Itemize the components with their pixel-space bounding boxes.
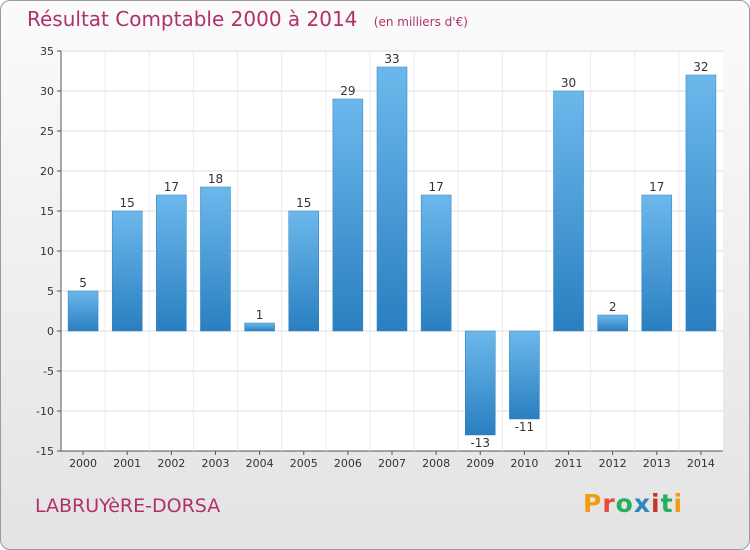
data-label: 30 xyxy=(561,76,576,90)
x-tick-label: 2001 xyxy=(113,457,141,470)
y-tick-label: 10 xyxy=(40,245,54,258)
x-tick-label: 2014 xyxy=(687,457,715,470)
x-tick-label: 2004 xyxy=(246,457,274,470)
data-label: 17 xyxy=(164,180,179,194)
x-tick-label: 2010 xyxy=(510,457,538,470)
bar xyxy=(244,322,275,332)
y-tick-label: 30 xyxy=(40,85,54,98)
x-tick-label: 2006 xyxy=(334,457,362,470)
data-label: 15 xyxy=(120,196,135,210)
data-label: -11 xyxy=(515,420,535,434)
bar xyxy=(685,74,717,332)
brand-letter: i xyxy=(673,489,684,518)
y-tick-label: 35 xyxy=(40,45,54,58)
proxiti-logo: Proxiti xyxy=(583,489,683,518)
data-label: 15 xyxy=(296,196,311,210)
brand-letter: r xyxy=(602,489,616,518)
x-tick-label: 2005 xyxy=(290,457,318,470)
y-tick-label: -5 xyxy=(43,365,54,378)
y-tick-label: 20 xyxy=(40,165,54,178)
data-label: 32 xyxy=(693,60,708,74)
chart-title: Résultat Comptable 2000 à 2014 (en milli… xyxy=(27,7,468,31)
brand-letter: x xyxy=(633,489,651,518)
bar xyxy=(553,90,584,332)
y-tick-label: 0 xyxy=(47,325,54,338)
y-tick-label: 5 xyxy=(47,285,54,298)
title-text: Résultat Comptable 2000 à 2014 xyxy=(27,7,358,31)
bar xyxy=(509,330,540,420)
x-tick-label: 2009 xyxy=(466,457,494,470)
y-tick-label: -10 xyxy=(36,405,54,418)
x-tick-label: 2013 xyxy=(643,457,671,470)
data-label: -13 xyxy=(470,436,490,450)
data-label: 17 xyxy=(649,180,664,194)
town-name: LABRUYèRE-DORSA xyxy=(35,495,221,517)
y-tick-label: -15 xyxy=(36,445,54,458)
bar xyxy=(288,210,319,332)
y-tick-label: 25 xyxy=(40,125,54,138)
brand-letter: o xyxy=(615,489,634,518)
x-tick-label: 2000 xyxy=(69,457,97,470)
data-label: 18 xyxy=(208,172,223,186)
x-tick-label: 2012 xyxy=(599,457,627,470)
data-label: 33 xyxy=(384,52,399,66)
data-label: 1 xyxy=(256,308,264,322)
bar xyxy=(200,186,231,332)
bar xyxy=(111,210,143,332)
data-label: 17 xyxy=(428,180,443,194)
bar xyxy=(156,194,187,332)
bar xyxy=(641,194,673,332)
data-label: 5 xyxy=(79,276,87,290)
data-label: 29 xyxy=(340,84,355,98)
brand-letter: P xyxy=(583,489,603,518)
bar xyxy=(332,98,364,332)
x-tick-label: 2008 xyxy=(422,457,450,470)
x-tick-label: 2011 xyxy=(555,457,583,470)
bar xyxy=(597,314,628,332)
bar xyxy=(420,194,452,332)
x-tick-label: 2007 xyxy=(378,457,406,470)
brand-letter: t xyxy=(660,489,674,518)
data-label: 2 xyxy=(609,300,617,314)
bar xyxy=(376,66,408,332)
y-tick-label: 15 xyxy=(40,205,54,218)
x-tick-label: 2003 xyxy=(201,457,229,470)
bar xyxy=(67,290,99,332)
x-tick-label: 2002 xyxy=(157,457,185,470)
bar xyxy=(465,330,496,436)
title-unit: (en milliers d'€) xyxy=(373,15,468,29)
brand-letter: i xyxy=(651,489,661,518)
